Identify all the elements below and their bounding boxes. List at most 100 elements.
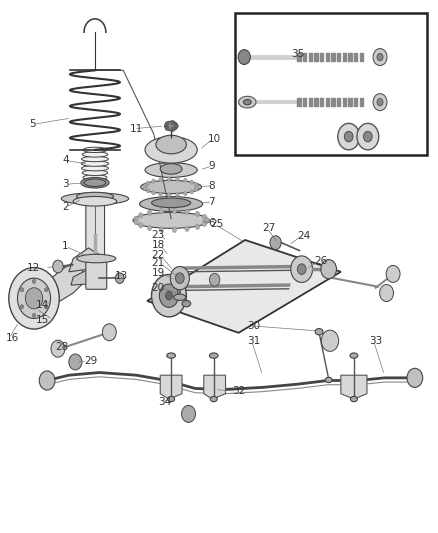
Text: 14: 14	[36, 300, 49, 310]
Circle shape	[182, 406, 195, 422]
Circle shape	[51, 340, 65, 357]
Ellipse shape	[133, 213, 209, 228]
Circle shape	[138, 213, 143, 218]
Text: 6: 6	[208, 218, 215, 228]
Polygon shape	[69, 248, 104, 272]
Circle shape	[195, 211, 200, 216]
FancyBboxPatch shape	[86, 201, 105, 273]
Text: 12: 12	[27, 263, 41, 272]
Circle shape	[175, 124, 178, 128]
Circle shape	[386, 265, 400, 282]
Text: 30: 30	[247, 321, 261, 331]
Ellipse shape	[160, 164, 182, 174]
Circle shape	[165, 122, 169, 126]
Circle shape	[205, 217, 209, 223]
Circle shape	[172, 208, 177, 214]
Ellipse shape	[77, 192, 113, 201]
Ellipse shape	[174, 294, 186, 301]
Circle shape	[321, 260, 336, 279]
Ellipse shape	[81, 156, 109, 161]
Circle shape	[25, 288, 43, 309]
Circle shape	[18, 278, 50, 318]
Ellipse shape	[82, 170, 108, 175]
Ellipse shape	[77, 254, 116, 263]
Circle shape	[134, 216, 138, 221]
Text: 33: 33	[369, 336, 382, 346]
Circle shape	[148, 225, 152, 231]
Ellipse shape	[325, 377, 332, 383]
Text: 27: 27	[262, 223, 276, 233]
Circle shape	[39, 371, 55, 390]
Polygon shape	[147, 240, 341, 333]
Circle shape	[165, 126, 169, 130]
Circle shape	[152, 274, 186, 317]
Text: 1: 1	[62, 241, 69, 252]
Ellipse shape	[81, 177, 109, 188]
Circle shape	[238, 50, 251, 64]
Circle shape	[172, 227, 177, 232]
Circle shape	[175, 124, 178, 128]
Text: 3: 3	[62, 179, 69, 189]
Circle shape	[184, 178, 187, 182]
Circle shape	[171, 120, 174, 125]
Circle shape	[32, 279, 36, 284]
Circle shape	[185, 227, 189, 231]
Text: 9: 9	[208, 161, 215, 171]
Ellipse shape	[81, 161, 109, 166]
Circle shape	[380, 285, 393, 302]
Circle shape	[297, 264, 306, 274]
Circle shape	[144, 183, 147, 188]
Ellipse shape	[61, 193, 129, 205]
Circle shape	[373, 94, 387, 111]
Circle shape	[166, 292, 173, 300]
Circle shape	[138, 223, 143, 228]
Circle shape	[373, 49, 387, 66]
Text: 25: 25	[210, 219, 223, 229]
Ellipse shape	[82, 152, 108, 157]
Circle shape	[364, 131, 372, 142]
Circle shape	[53, 260, 63, 273]
Circle shape	[195, 185, 199, 189]
Circle shape	[44, 288, 48, 292]
Ellipse shape	[156, 135, 186, 154]
Circle shape	[176, 192, 179, 197]
Text: 13: 13	[115, 271, 128, 281]
Circle shape	[185, 209, 189, 214]
Circle shape	[102, 324, 116, 341]
Circle shape	[167, 177, 171, 181]
Text: 31: 31	[247, 336, 261, 346]
Ellipse shape	[73, 197, 117, 206]
Polygon shape	[204, 375, 226, 399]
Circle shape	[194, 182, 198, 187]
Polygon shape	[71, 269, 106, 285]
Text: 2: 2	[62, 202, 69, 212]
Circle shape	[184, 191, 187, 196]
Ellipse shape	[350, 397, 357, 402]
Text: 23: 23	[152, 230, 165, 240]
Text: 5: 5	[30, 119, 36, 130]
Circle shape	[159, 208, 163, 214]
Text: 24: 24	[297, 231, 311, 241]
Circle shape	[159, 227, 163, 232]
Circle shape	[176, 273, 184, 284]
Text: 21: 21	[152, 259, 165, 268]
FancyBboxPatch shape	[86, 257, 107, 289]
Circle shape	[377, 53, 383, 61]
Circle shape	[44, 305, 48, 309]
Text: 11: 11	[130, 124, 143, 134]
Ellipse shape	[83, 175, 107, 180]
Circle shape	[159, 284, 179, 308]
Text: 4: 4	[62, 156, 69, 165]
Bar	[235, 13, 427, 155]
Ellipse shape	[141, 180, 201, 193]
Circle shape	[209, 273, 220, 286]
Circle shape	[195, 224, 200, 229]
Ellipse shape	[145, 136, 197, 163]
Circle shape	[167, 193, 171, 197]
Circle shape	[69, 354, 82, 370]
Circle shape	[190, 190, 194, 194]
Ellipse shape	[244, 100, 251, 105]
Ellipse shape	[140, 197, 203, 212]
Ellipse shape	[152, 198, 191, 208]
Polygon shape	[160, 375, 182, 399]
